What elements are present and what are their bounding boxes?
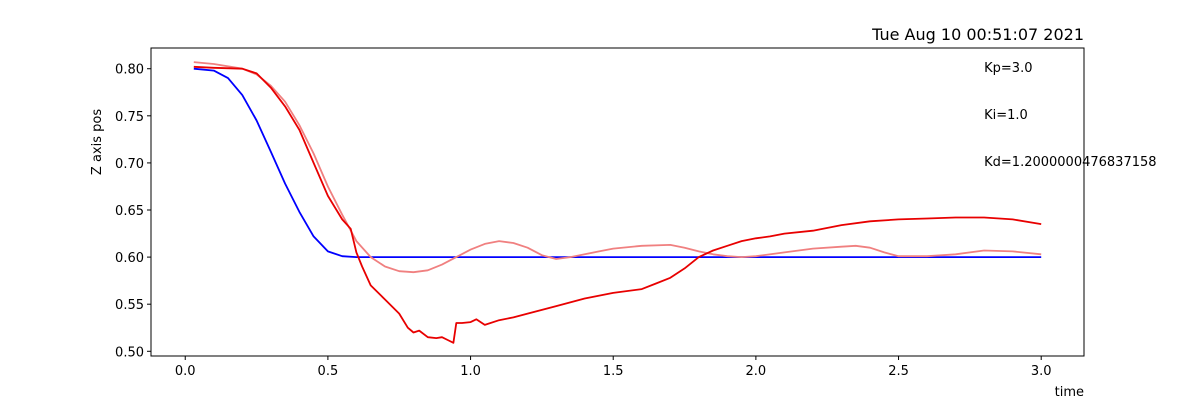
y-axis: 0.50 0.55 0.60 0.65 0.70 0.75 0.80 — [115, 63, 151, 360]
x-tick-label: 2.5 — [888, 364, 909, 379]
x-tick-label: 3.0 — [1031, 364, 1052, 379]
y-tick-label: 0.65 — [115, 204, 144, 219]
annotations: Kp=3.0 Ki=1.0 Kd=1.2000000476837158 — [984, 61, 1156, 170]
x-tick-label: 1.5 — [603, 364, 624, 379]
x-axis-label: time — [1055, 385, 1084, 400]
x-tick-label: 1.0 — [460, 364, 481, 379]
annotation-text: Kp=3.0 — [984, 61, 1032, 76]
y-tick-label: 0.75 — [115, 110, 144, 125]
y-tick-label: 0.60 — [115, 251, 144, 266]
y-tick-label: 0.50 — [115, 345, 144, 360]
axes-frame — [150, 47, 1085, 357]
x-tick-label: 2.0 — [746, 364, 767, 379]
annotation-text: Kd=1.2000000476837158 — [984, 155, 1156, 170]
y-tick-label: 0.70 — [115, 157, 144, 172]
y-tick-label: 0.55 — [115, 298, 144, 313]
plot-area — [193, 61, 1042, 344]
y-tick-label: 0.80 — [115, 63, 144, 78]
series-line-1 — [193, 67, 1042, 259]
x-tick-label: 0.0 — [175, 364, 196, 379]
x-axis: 0.0 0.5 1.0 1.5 2.0 2.5 3.0 — [175, 356, 1052, 379]
annotation-text: Ki=1.0 — [984, 108, 1028, 123]
series-line-3 — [193, 65, 1042, 344]
y-axis-label: Z axis pos — [90, 109, 105, 175]
x-tick-label: 0.5 — [318, 364, 339, 379]
chart-title: Tue Aug 10 00:51:07 2021 — [871, 25, 1084, 44]
series-line-2 — [193, 61, 1042, 274]
